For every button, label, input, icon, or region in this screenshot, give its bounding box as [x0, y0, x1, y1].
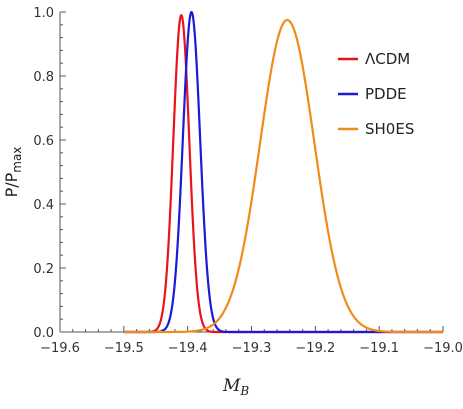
legend-label: ΛCDM — [365, 50, 410, 68]
y-ticks: 0.0 0.2 0.4 0.6 0.8 1.0 — [33, 6, 66, 341]
legend-label: PDDE — [365, 85, 407, 103]
y-axis-title-sub: max — [10, 147, 24, 173]
x-ticks: −19.6 −19.5 −19.4 −19.3 −19.2 −19.1 −19.0 — [40, 326, 463, 356]
x-axis-title-main: M — [222, 376, 241, 396]
series-line-2 — [123, 18, 444, 334]
legend: ΛCDM PDDE SH0ES — [338, 50, 414, 138]
x-tick-label: −19.0 — [423, 341, 463, 356]
x-axis-title: MB — [222, 376, 249, 398]
x-tick-label: −19.4 — [168, 341, 208, 356]
x-tick-label: −19.1 — [359, 341, 399, 356]
x-tick-label: −19.2 — [295, 341, 335, 356]
legend-label: SH0ES — [365, 120, 414, 138]
curves — [123, 10, 444, 334]
x-tick-label: −19.5 — [104, 341, 144, 356]
x-tick-label: −19.6 — [40, 341, 80, 356]
y-axis-title-main: P/P — [2, 172, 21, 197]
x-axis-title-sub: B — [239, 384, 249, 398]
y-tick-label: 0.8 — [33, 70, 54, 85]
x-tick-label: −19.3 — [232, 341, 272, 356]
y-tick-label: 0.6 — [33, 134, 54, 149]
y-axis-title: P/Pmax — [2, 147, 24, 198]
y-tick-label: 0.4 — [33, 198, 54, 213]
y-tick-label: 0.2 — [33, 262, 54, 277]
y-tick-label: 0.0 — [33, 326, 54, 341]
y-tick-label: 1.0 — [33, 6, 54, 21]
